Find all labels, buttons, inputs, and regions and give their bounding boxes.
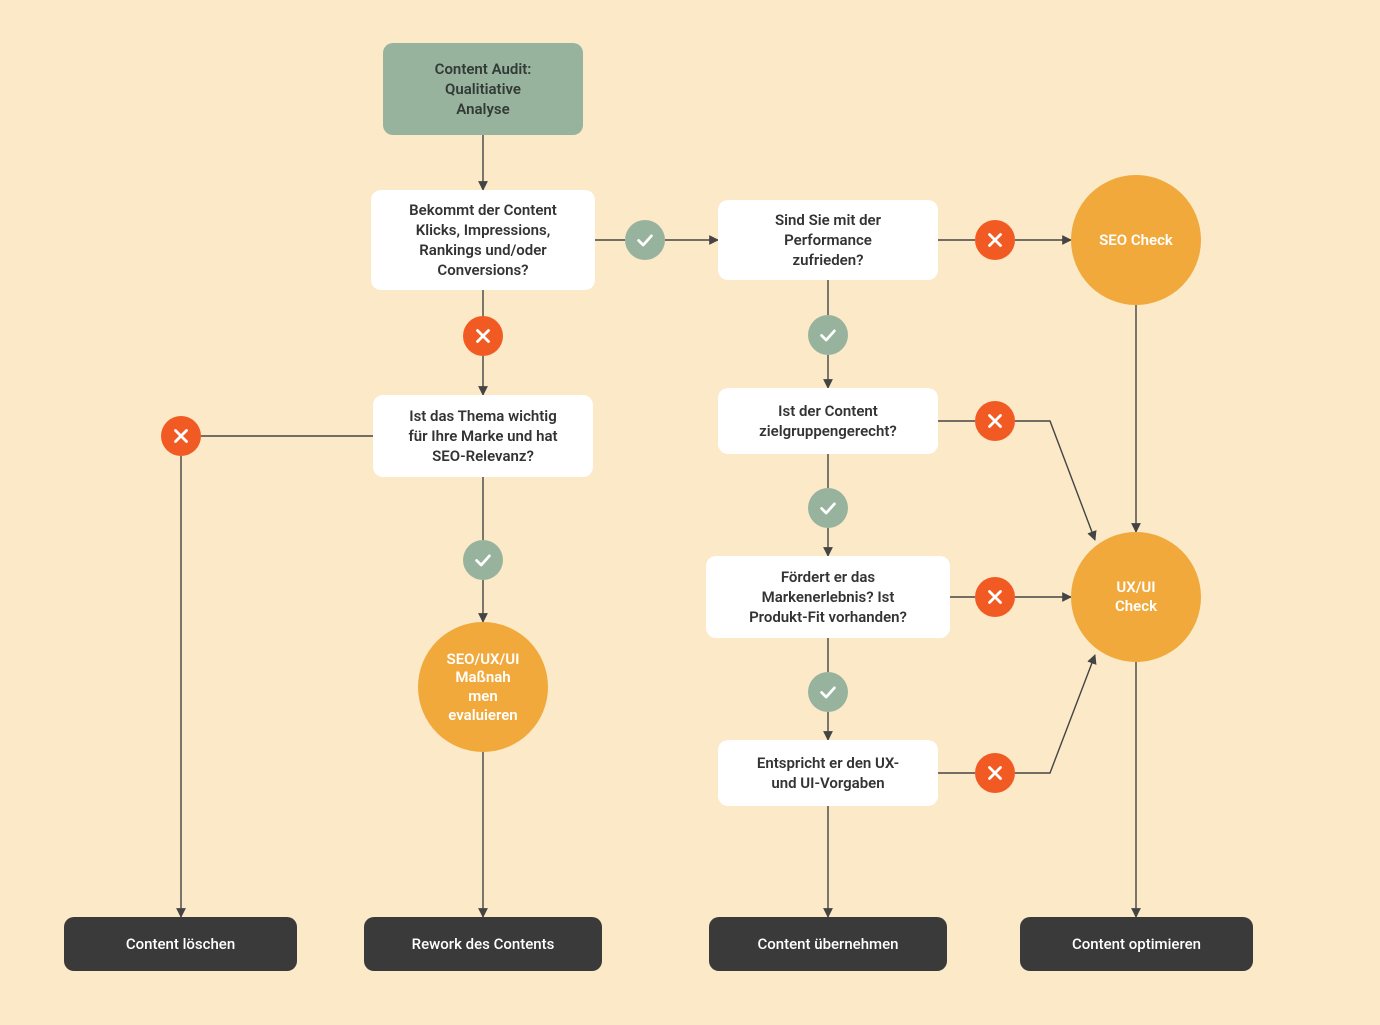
yes-icon — [463, 540, 503, 580]
node-label: SEO Check — [1099, 231, 1173, 250]
flowchart-canvas: Content Audit:QualitiativeAnalyse Bekomm… — [0, 0, 1380, 1025]
no-icon — [463, 316, 503, 356]
no-icon — [975, 577, 1015, 617]
node-end-delete: Content löschen — [64, 917, 297, 971]
yes-icon — [808, 488, 848, 528]
node-start: Content Audit:QualitiativeAnalyse — [383, 43, 583, 135]
node-end-rework: Rework des Contents — [364, 917, 602, 971]
node-c-uxui: UX/UICheck — [1071, 532, 1201, 662]
node-label: Bekommt der ContentKlicks, Impressions,R… — [409, 200, 557, 281]
node-label: SEO/UX/UIMaßnahmenevaluieren — [447, 650, 520, 725]
node-label: Ist das Thema wichtigfür Ihre Marke und … — [408, 406, 557, 467]
node-q-theme: Ist das Thema wichtigfür Ihre Marke und … — [373, 395, 593, 477]
node-label: Content übernehmen — [757, 934, 898, 954]
node-end-keep: Content übernehmen — [709, 917, 947, 971]
node-q-ux: Entspricht er den UX-und UI-Vorgaben — [718, 740, 938, 806]
yes-icon — [625, 220, 665, 260]
node-q-clicks: Bekommt der ContentKlicks, Impressions,R… — [371, 190, 595, 290]
no-icon — [161, 416, 201, 456]
node-c-eval: SEO/UX/UIMaßnahmenevaluieren — [418, 622, 548, 752]
node-label: Content optimieren — [1072, 934, 1201, 954]
node-label: Sind Sie mit derPerformancezufrieden? — [775, 210, 881, 271]
node-label: Fördert er dasMarkenerlebnis? IstProdukt… — [749, 567, 907, 628]
node-label: Rework des Contents — [412, 934, 555, 954]
yes-icon — [808, 315, 848, 355]
node-c-seo: SEO Check — [1071, 175, 1201, 305]
no-icon — [975, 753, 1015, 793]
yes-icon — [808, 672, 848, 712]
node-label: Ist der Contentzielgruppengerecht? — [759, 401, 897, 442]
node-label: UX/UICheck — [1115, 578, 1157, 616]
node-end-optimize: Content optimieren — [1020, 917, 1253, 971]
no-icon — [975, 220, 1015, 260]
edges-layer — [0, 0, 1380, 1025]
node-label: Content Audit:QualitiativeAnalyse — [435, 59, 532, 120]
no-icon — [975, 401, 1015, 441]
node-q-target: Ist der Contentzielgruppengerecht? — [718, 388, 938, 454]
node-label: Entspricht er den UX-und UI-Vorgaben — [757, 753, 899, 794]
node-label: Content löschen — [126, 934, 235, 954]
node-q-brand: Fördert er dasMarkenerlebnis? IstProdukt… — [706, 556, 950, 638]
node-q-perf: Sind Sie mit derPerformancezufrieden? — [718, 200, 938, 280]
